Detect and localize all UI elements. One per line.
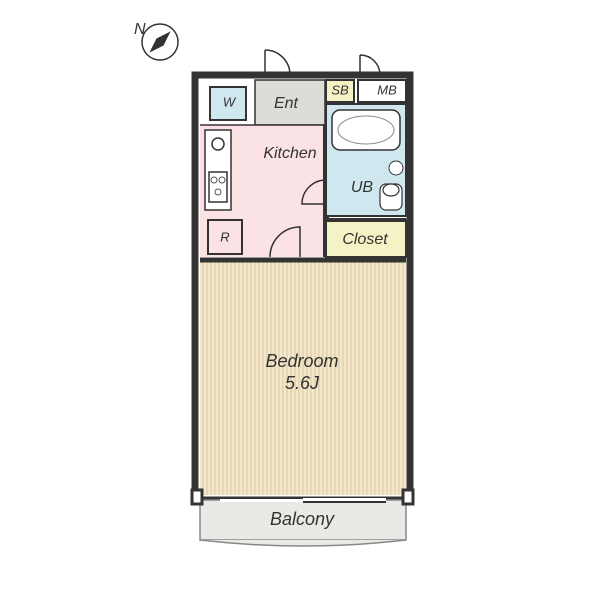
svg-text:Ent: Ent (274, 95, 299, 112)
svg-text:W: W (223, 94, 237, 109)
svg-text:Kitchen: Kitchen (263, 145, 316, 162)
svg-text:5.6J: 5.6J (285, 373, 320, 393)
svg-text:Bedroom: Bedroom (265, 351, 338, 371)
svg-text:SB: SB (331, 82, 349, 97)
svg-text:R: R (220, 229, 229, 244)
svg-text:MB: MB (377, 82, 397, 97)
svg-text:UB: UB (351, 179, 374, 196)
svg-text:N: N (134, 21, 146, 38)
svg-text:Closet: Closet (342, 231, 388, 248)
svg-text:Balcony: Balcony (270, 509, 335, 529)
